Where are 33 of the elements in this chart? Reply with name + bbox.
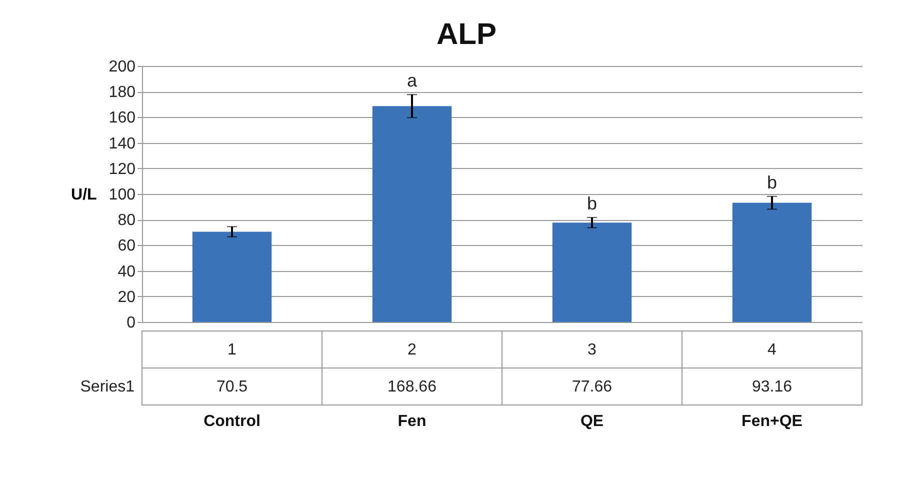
y-tick-label: 160 <box>108 110 136 127</box>
bar <box>552 222 632 322</box>
y-tick-label: 80 <box>118 212 136 230</box>
text: Series1 <box>80 378 135 396</box>
x-tick-label: 4 <box>768 342 777 358</box>
data-label: 168.66 <box>388 378 437 396</box>
y-tick-label: 180 <box>108 84 136 102</box>
x-tick-label: 2 <box>408 342 417 358</box>
y-tick-label: 0 <box>126 314 136 332</box>
text: Fen+QE <box>742 413 803 430</box>
data-label: 70.5 <box>216 378 248 396</box>
y-tick-label: 120 <box>108 160 136 178</box>
data-label: 93.16 <box>752 378 792 396</box>
data-label: 77.66 <box>572 378 612 396</box>
y-tick-label: 60 <box>118 238 136 255</box>
text: Control <box>204 413 260 430</box>
y-axis-title: U/L <box>71 186 98 204</box>
x-tick-label: 3 <box>588 342 597 358</box>
y-tick-label: 20 <box>118 288 136 306</box>
annotation: a <box>406 70 418 91</box>
text: QE <box>580 413 604 430</box>
annotation: b <box>586 193 598 214</box>
bar <box>192 232 272 322</box>
y-tick-label: 140 <box>108 135 136 152</box>
bar <box>372 106 452 322</box>
y-tick-label: 40 <box>118 263 136 280</box>
bar <box>732 202 812 322</box>
x-tick-label: 1 <box>228 342 237 358</box>
y-tick-label: 200 <box>108 58 136 76</box>
y-tick-label: 100 <box>108 186 136 204</box>
annotation: b <box>766 172 778 192</box>
text: Fen <box>398 413 426 430</box>
chart-title: ALP <box>436 18 497 51</box>
